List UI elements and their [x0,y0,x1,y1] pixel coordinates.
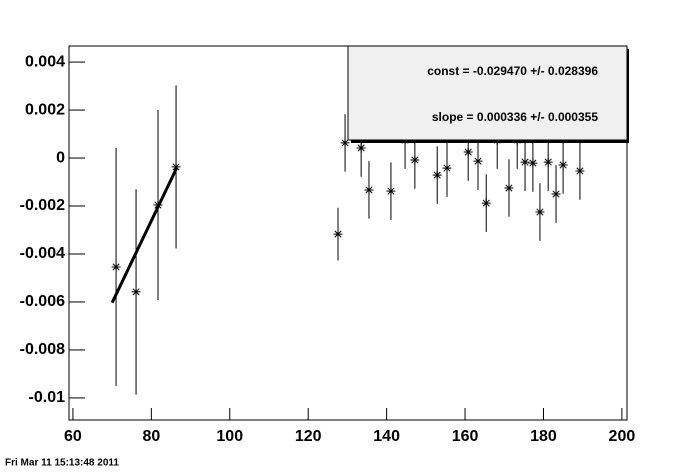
marker [432,170,442,180]
marker [575,166,585,176]
y-tick-label: -0.01 [29,389,66,406]
x-tick-label: 180 [530,428,557,445]
marker [481,198,491,208]
marker [551,189,561,199]
y-tick-label: 0 [56,149,65,166]
stats-text: slope = 0.000336 +/- 0.000355 [432,110,598,124]
marker [543,157,553,167]
y-tick-label: -0.006 [20,293,65,310]
y-tick-label: 0.004 [25,53,65,70]
marker [558,160,568,170]
stats-text: const = -0.029470 +/- 0.028396 [427,64,598,78]
y-tick-label: 0.002 [25,101,65,118]
y-tick-label: -0.008 [20,341,65,358]
y-tick-label: -0.004 [20,245,65,262]
x-tick-label: 100 [216,428,243,445]
x-tick-label: 140 [373,428,400,445]
marker [442,163,452,173]
marker [364,185,374,195]
marker [171,162,181,172]
marker [528,158,538,168]
marker [356,143,366,153]
stats-box [347,45,628,141]
marker [340,138,350,148]
marker [410,155,420,165]
marker [504,183,514,193]
x-tick-label: 80 [142,428,160,445]
marker [473,156,483,166]
x-tick-label: 120 [295,428,322,445]
marker [131,287,141,297]
marker [463,147,473,157]
marker [111,262,121,272]
marker [535,207,545,217]
marker [333,229,343,239]
marker [386,186,396,196]
y-tick-label: -0.002 [20,197,65,214]
timestamp: Fri Mar 11 15:13:48 2011 [5,458,119,469]
x-tick-label: 160 [452,428,479,445]
x-tick-label: 60 [64,428,82,445]
marker [520,157,530,167]
fit-line [110,166,179,304]
x-tick-label: 200 [609,428,636,445]
